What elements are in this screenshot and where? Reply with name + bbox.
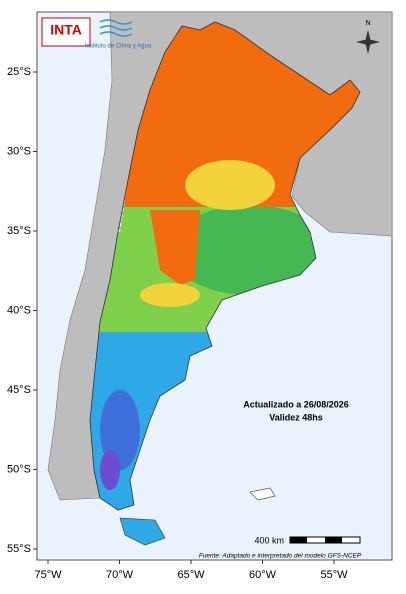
lat-label: 55°S xyxy=(7,543,31,555)
lat-label: 30°S xyxy=(7,145,31,157)
north-label: N xyxy=(365,20,370,27)
lat-label: 40°S xyxy=(7,304,31,316)
lat-label: 25°S xyxy=(7,66,31,78)
north-arrow: N xyxy=(356,20,380,54)
lon-label: 75°W xyxy=(34,569,62,581)
lon-label: 70°W xyxy=(106,569,134,581)
logo-box xyxy=(41,17,91,47)
scale-bar xyxy=(289,536,361,544)
updated-text: Actualizado a 26/08/2026 xyxy=(243,399,349,409)
lon-label: 65°W xyxy=(177,569,205,581)
logo-text: INTA xyxy=(50,22,82,38)
scale-label: 400 km xyxy=(254,535,284,545)
malvinas xyxy=(249,487,276,501)
lon-label: 55°W xyxy=(320,569,348,581)
lon-label: 60°W xyxy=(249,569,277,581)
logo-institute: Instituto de Clima y Agua xyxy=(85,44,152,50)
axes: 25°S 30°S 35°S 40°S 45°S 50°S 55°S 75°W 70°W 65°W… xyxy=(7,66,348,581)
validity-text: Validez 48hs xyxy=(269,412,323,422)
logo-waves xyxy=(99,19,133,37)
lat-label: 35°S xyxy=(7,225,31,237)
tierra-del-fuego xyxy=(119,517,166,546)
source-text: Fuente: Adaptado e interpretado del mode… xyxy=(199,553,362,560)
lat-label: 50°S xyxy=(7,463,31,475)
lat-label: 45°S xyxy=(7,384,31,396)
